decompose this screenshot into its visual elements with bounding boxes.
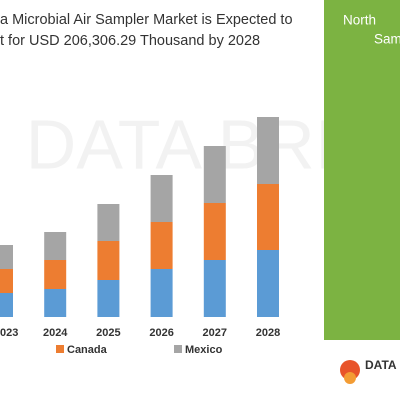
bar-segment — [203, 260, 226, 317]
bar-segment — [203, 146, 226, 203]
x-tick-label: 2025 — [96, 327, 120, 339]
x-tick-label: 2027 — [203, 327, 227, 339]
bar-segment — [97, 241, 120, 280]
x-tick-label: 2028 — [256, 327, 280, 339]
legend-label: Canada — [67, 344, 108, 356]
x-tick-label: 023 — [0, 327, 18, 339]
watermark: DATA BRI — [26, 105, 335, 183]
bar-segment — [0, 269, 13, 293]
legend-label: Mexico — [185, 344, 223, 356]
logo-icon — [344, 372, 356, 384]
bar-segment — [44, 260, 67, 289]
bar-segment — [257, 117, 279, 184]
bar-segment — [0, 245, 13, 269]
side-panel — [324, 0, 400, 400]
bar-segment — [44, 289, 67, 317]
panel-text: Sam — [374, 32, 400, 47]
legend-swatch — [174, 345, 182, 353]
title-line: a Microbial Air Sampler Market is Expect… — [0, 12, 293, 28]
x-tick-label: 2026 — [149, 327, 173, 339]
bar-segment — [97, 204, 120, 241]
x-tick-label: 2024 — [43, 327, 68, 339]
bar-segment — [257, 250, 279, 317]
bar-segment — [0, 293, 13, 317]
bar-segment — [97, 280, 120, 317]
bar-segment — [44, 232, 67, 260]
bar-segment — [150, 269, 173, 317]
title-line: t for USD 206,306.29 Thousand by 2028 — [0, 33, 260, 49]
legend-swatch — [56, 345, 64, 353]
bar-segment — [150, 175, 173, 222]
logo-text: DATA — [365, 358, 397, 372]
bar-segment — [203, 203, 226, 260]
logo-area — [324, 340, 400, 400]
panel-text: North — [343, 13, 376, 28]
bar-segment — [257, 184, 279, 250]
bar-segment — [150, 222, 173, 269]
